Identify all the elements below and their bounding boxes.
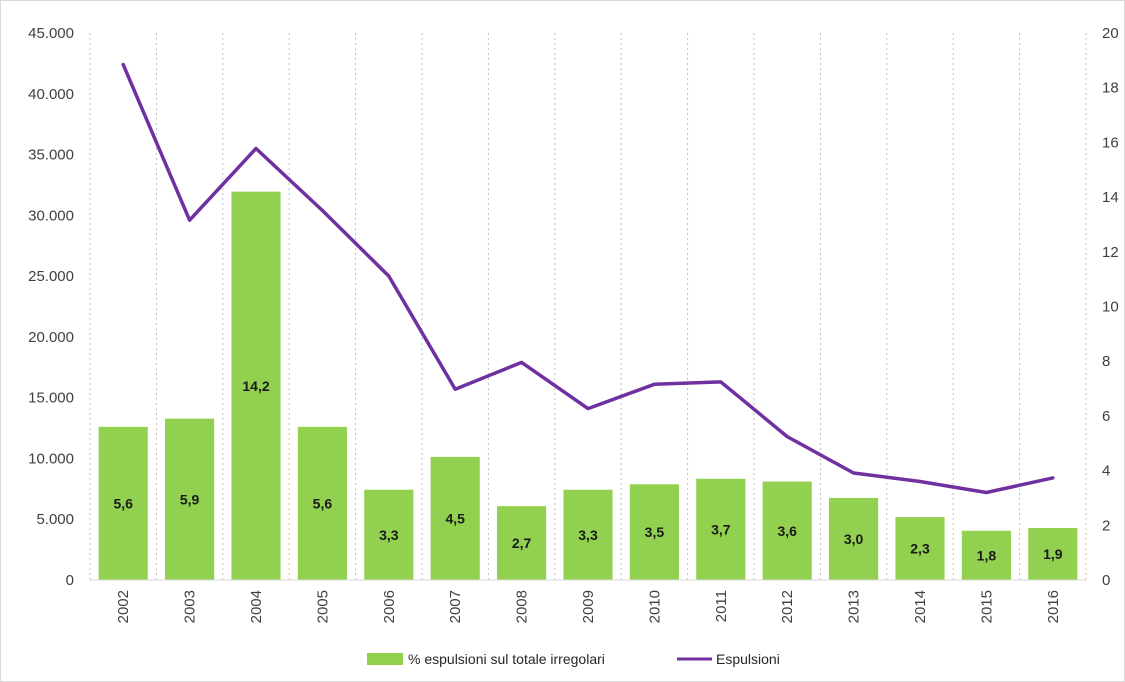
labels-layer: 5,6 5,9 14,2 5,6 3,3 4,5 2,7 3,3 3,5 3,7 3,6 3,0 2,3… — [113, 378, 1062, 564]
bar-2011 — [696, 478, 746, 580]
data-label-2006: 3,3 — [379, 527, 399, 543]
data-label-2004: 14,2 — [242, 378, 269, 394]
x-tick-label-2015: 2015 — [978, 590, 995, 623]
x-tick-label-2005: 2005 — [314, 590, 331, 623]
bars-layer — [98, 191, 1078, 580]
x-tick-label-2016: 2016 — [1045, 590, 1062, 623]
bar-2005 — [297, 426, 347, 580]
bar-2008 — [497, 506, 547, 580]
data-label-2008: 2,7 — [512, 535, 532, 551]
x-tick-label-2008: 2008 — [514, 590, 531, 623]
y-left-tick-label: 25.000 — [28, 268, 74, 285]
bar-2003 — [165, 418, 215, 580]
bar-2013 — [829, 497, 879, 580]
data-label-2011: 3,7 — [711, 521, 731, 537]
y-left-tick-label: 40.000 — [28, 86, 74, 103]
x-tick-label-2009: 2009 — [580, 590, 597, 623]
y-left-tick-label: 0 — [66, 572, 74, 589]
data-label-2007: 4,5 — [445, 510, 465, 526]
bar-2012 — [762, 481, 812, 580]
data-label-2003: 5,9 — [180, 491, 200, 507]
y-left-tick-label: 45.000 — [28, 25, 74, 42]
data-label-2002: 5,6 — [113, 495, 133, 511]
axes-layer: 0 5.000 10.000 15.000 20.000 25.000 30.000 35.0… — [28, 25, 1119, 623]
y-left-tick-label: 30.000 — [28, 207, 74, 224]
bar-2014 — [895, 517, 945, 580]
y-right-tick-label: 16 — [1102, 134, 1119, 151]
x-tick-label-2010: 2010 — [646, 590, 663, 623]
y-right-tick-label: 0 — [1102, 572, 1110, 589]
y-right-tick-label: 10 — [1102, 299, 1119, 316]
data-label-2010: 3,5 — [645, 524, 665, 540]
y-right-tick-label: 12 — [1102, 244, 1119, 261]
x-tick-label-2007: 2007 — [447, 590, 464, 623]
bar-2002 — [98, 426, 148, 580]
x-tick-label-2014: 2014 — [912, 590, 929, 623]
bar-2015 — [961, 530, 1011, 580]
bar-2004 — [231, 191, 281, 580]
y-right-tick-label: 18 — [1102, 80, 1119, 97]
y-right-tick-label: 14 — [1102, 189, 1119, 206]
y-right-tick-label: 2 — [1102, 517, 1110, 534]
y-left-tick-label: 20.000 — [28, 329, 74, 346]
x-tick-label-2004: 2004 — [248, 590, 265, 623]
y-left-tick-label: 10.000 — [28, 450, 74, 467]
bar-2007 — [430, 456, 480, 580]
y-left-tick-label: 35.000 — [28, 147, 74, 164]
y-right-tick-label: 20 — [1102, 25, 1119, 42]
y-right-tick-label: 6 — [1102, 408, 1110, 425]
legend-line-label: Espulsioni — [716, 651, 780, 667]
bar-2010 — [629, 484, 679, 580]
data-label-2016: 1,9 — [1043, 546, 1063, 562]
x-tick-label-2006: 2006 — [381, 590, 398, 623]
x-tick-label-2011: 2011 — [713, 590, 730, 622]
x-tick-label-2002: 2002 — [115, 590, 132, 623]
x-tick-label-2013: 2013 — [846, 590, 863, 623]
y-left-tick-label: 15.000 — [28, 390, 74, 407]
y-right-tick-label: 4 — [1102, 463, 1110, 480]
y-left-tick-label: 5.000 — [36, 511, 74, 528]
bar-2009 — [563, 489, 613, 580]
data-label-2005: 5,6 — [313, 495, 333, 511]
data-label-2015: 1,8 — [977, 547, 997, 563]
bar-2006 — [364, 489, 414, 580]
data-label-2013: 3,0 — [844, 531, 864, 547]
x-tick-label-2003: 2003 — [182, 590, 199, 623]
bar-2016 — [1028, 528, 1078, 580]
grid-layer — [89, 33, 1087, 580]
legend-bar-label: % espulsioni sul totale irregolari — [408, 651, 605, 667]
data-label-2012: 3,6 — [777, 523, 797, 539]
line-layer — [121, 62, 1055, 495]
data-label-2009: 3,3 — [578, 527, 598, 543]
data-label-2014: 2,3 — [910, 541, 930, 557]
legend: % espulsioni sul totale irregolari Espul… — [367, 651, 780, 667]
legend-bar-swatch — [367, 653, 403, 665]
y-right-tick-label: 8 — [1102, 353, 1110, 370]
x-tick-label-2012: 2012 — [779, 590, 796, 623]
